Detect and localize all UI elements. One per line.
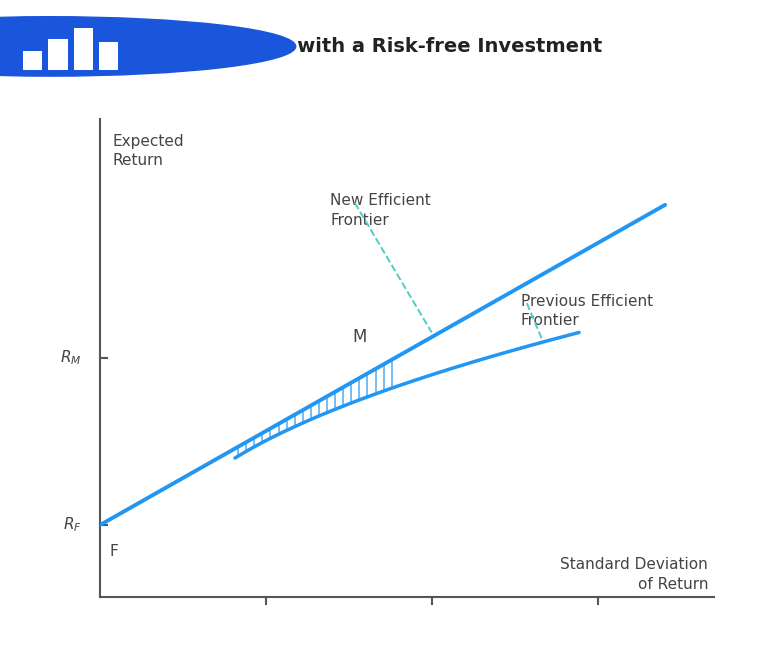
Text: $R_M$: $R_M$: [60, 349, 81, 367]
FancyBboxPatch shape: [23, 51, 42, 70]
Text: Expected
Return: Expected Return: [112, 134, 184, 168]
FancyBboxPatch shape: [99, 42, 118, 70]
Text: Efficient Frontier with a Risk-free Investment: Efficient Frontier with a Risk-free Inve…: [104, 37, 602, 56]
FancyBboxPatch shape: [48, 39, 68, 70]
Circle shape: [0, 17, 296, 76]
Text: New Efficient
Frontier: New Efficient Frontier: [330, 194, 431, 228]
Text: M: M: [353, 328, 367, 346]
Text: Standard Deviation
of Return: Standard Deviation of Return: [561, 557, 708, 592]
Text: $R_F$: $R_F$: [62, 516, 81, 534]
Text: Previous Efficient
Frontier: Previous Efficient Frontier: [521, 294, 653, 328]
Text: F: F: [109, 544, 118, 559]
FancyBboxPatch shape: [74, 28, 93, 70]
